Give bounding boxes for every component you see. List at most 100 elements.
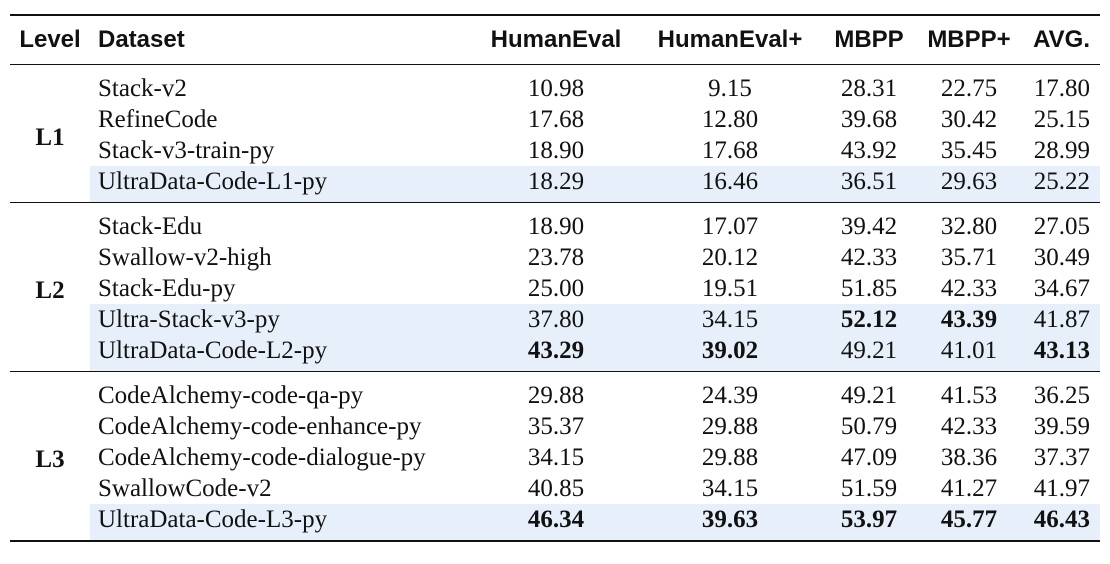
mbpp-value: 51.59	[840, 474, 898, 502]
table-row: Swallow-v2-high 23.78 20.12 42.33 35.71 30.49	[10, 242, 1100, 273]
table-row: CodeAlchemy-code-enhance-py 35.37 29.88 50.…	[10, 411, 1100, 442]
humaneval-plus-value: 34.15	[637, 304, 823, 335]
humaneval-value: 18.90	[527, 136, 585, 164]
avg-value: 41.97	[1033, 474, 1090, 502]
humaneval-plus-value: 29.88	[701, 443, 759, 471]
avg-value: 34.67	[1033, 274, 1090, 302]
level-label: L1	[35, 123, 65, 151]
mbpp-value: 49.21	[823, 371, 915, 411]
mbpp-plus-value: 41.53	[915, 371, 1023, 411]
mbpp-plus-value: 22.75	[940, 74, 998, 102]
dataset-name: SwallowCode-v2	[98, 474, 272, 502]
avg-value: 25.22	[1023, 166, 1100, 203]
dataset-name: RefineCode	[98, 105, 218, 133]
avg-value: 39.59	[1033, 412, 1090, 440]
group-l3: L3 CodeAlchemy-code-qa-py 29.88 24.39 49.21 4…	[10, 371, 1100, 541]
humaneval-value: 40.85	[527, 474, 585, 502]
avg-value: 41.87	[1023, 304, 1100, 335]
humaneval-plus-value: 39.02	[637, 335, 823, 372]
dataset-name: UltraData-Code-L3-py	[90, 504, 475, 541]
dataset-name: CodeAlchemy-code-qa-py	[90, 371, 475, 411]
humaneval-plus-value: 9.15	[708, 74, 752, 102]
mbpp-value: 28.31	[840, 74, 898, 102]
avg-value: 46.43	[1023, 504, 1100, 541]
mbpp-plus-value: 43.39	[915, 304, 1023, 335]
mbpp-plus-value: 41.27	[940, 474, 998, 502]
header-humaneval: HumanEval	[475, 15, 637, 65]
humaneval-value: 34.15	[527, 443, 585, 471]
avg-value: 30.49	[1033, 243, 1090, 271]
table-row: UltraData-Code-L1-py 18.29 16.46 36.51 29.63…	[10, 166, 1100, 203]
humaneval-plus-value: 24.39	[637, 371, 823, 411]
humaneval-value: 10.98	[527, 74, 585, 102]
header-mbpp: MBPP	[823, 15, 915, 65]
humaneval-plus-value: 29.88	[701, 412, 759, 440]
table-row: UltraData-Code-L3-py 46.34 39.63 53.97 45.77…	[10, 504, 1100, 541]
dataset-name: Stack-v3-train-py	[98, 136, 275, 164]
group-l1: L1 Stack-v2 10.98 9.15 28.31 22.75 17.80 Refine…	[10, 65, 1100, 203]
dataset-name: UltraData-Code-L2-py	[90, 335, 475, 372]
dataset-name: Stack-v2	[98, 74, 187, 102]
mbpp-value: 39.68	[840, 105, 898, 133]
avg-value: 28.99	[1033, 136, 1090, 164]
mbpp-value: 52.12	[823, 304, 915, 335]
humaneval-plus-value: 16.46	[637, 166, 823, 203]
avg-value: 17.80	[1033, 74, 1090, 102]
header-avg: AVG.	[1023, 15, 1100, 65]
mbpp-plus-value: 45.77	[915, 504, 1023, 541]
dataset-name: CodeAlchemy-code-enhance-py	[98, 412, 422, 440]
humaneval-plus-value: 34.15	[701, 474, 759, 502]
table-row: Stack-v3-train-py 18.90 17.68 43.92 35.45 28.…	[10, 135, 1100, 166]
mbpp-value: 51.85	[840, 274, 898, 302]
mbpp-value: 53.97	[823, 504, 915, 541]
humaneval-value: 46.34	[475, 504, 637, 541]
dataset-name: Stack-Edu	[90, 202, 475, 242]
mbpp-value: 50.79	[840, 412, 898, 440]
humaneval-plus-value: 12.80	[701, 105, 759, 133]
humaneval-value: 43.29	[475, 335, 637, 372]
avg-value: 37.37	[1033, 443, 1090, 471]
level-label: L3	[10, 371, 90, 541]
mbpp-value: 42.33	[840, 243, 898, 271]
humaneval-value: 37.80	[475, 304, 637, 335]
header-dataset: Dataset	[90, 15, 475, 65]
humaneval-plus-value: 17.68	[701, 136, 759, 164]
mbpp-value: 43.92	[840, 136, 898, 164]
table-row: SwallowCode-v2 40.85 34.15 51.59 41.27 41.97	[10, 473, 1100, 504]
humaneval-value: 18.90	[475, 202, 637, 242]
avg-value: 43.13	[1023, 335, 1100, 372]
humaneval-plus-value: 19.51	[701, 274, 759, 302]
table-row: L1 Stack-v2 10.98 9.15 28.31 22.75 17.80	[10, 65, 1100, 151]
level-label: L2	[10, 202, 90, 372]
mbpp-plus-value: 35.45	[940, 136, 998, 164]
avg-value: 27.05	[1023, 202, 1100, 242]
mbpp-plus-value: 32.80	[915, 202, 1023, 242]
humaneval-plus-value: 20.12	[701, 243, 759, 271]
humaneval-value: 35.37	[527, 412, 585, 440]
mbpp-plus-value: 41.01	[915, 335, 1023, 372]
mbpp-plus-value: 30.42	[940, 105, 998, 133]
group-l2: L2 Stack-Edu 18.90 17.07 39.42 32.80 27.05 Swal…	[10, 202, 1100, 372]
table-row: UltraData-Code-L2-py 43.29 39.02 49.21 41.01…	[10, 335, 1100, 372]
table-row: Ultra-Stack-v3-py 37.80 34.15 52.12 43.39 41.…	[10, 304, 1100, 335]
humaneval-value: 25.00	[527, 274, 585, 302]
table-row: Stack-Edu-py 25.00 19.51 51.85 42.33 34.67	[10, 273, 1100, 304]
results-table: Level Dataset HumanEval HumanEval+ MBPP …	[10, 14, 1100, 542]
dataset-name: Ultra-Stack-v3-py	[90, 304, 475, 335]
table-row: RefineCode 17.68 12.80 39.68 30.42 25.15	[10, 104, 1100, 135]
table-row: L3 CodeAlchemy-code-qa-py 29.88 24.39 49.21 4…	[10, 371, 1100, 541]
humaneval-value: 17.68	[527, 105, 585, 133]
humaneval-value: 23.78	[527, 243, 585, 271]
mbpp-plus-value: 35.71	[940, 243, 998, 271]
avg-value: 36.25	[1023, 371, 1100, 411]
table-row: L2 Stack-Edu 18.90 17.07 39.42 32.80 27.05	[10, 202, 1100, 372]
dataset-name: UltraData-Code-L1-py	[90, 166, 475, 203]
dataset-name: Swallow-v2-high	[98, 243, 272, 271]
dataset-name: Stack-Edu-py	[98, 274, 236, 302]
humaneval-plus-value: 39.63	[637, 504, 823, 541]
mbpp-plus-value: 42.33	[940, 274, 998, 302]
table-row: CodeAlchemy-code-dialogue-py 34.15 29.88 47…	[10, 442, 1100, 473]
header-mbpp-plus: MBPP+	[915, 15, 1023, 65]
mbpp-plus-value: 42.33	[940, 412, 998, 440]
humaneval-value: 18.29	[475, 166, 637, 203]
